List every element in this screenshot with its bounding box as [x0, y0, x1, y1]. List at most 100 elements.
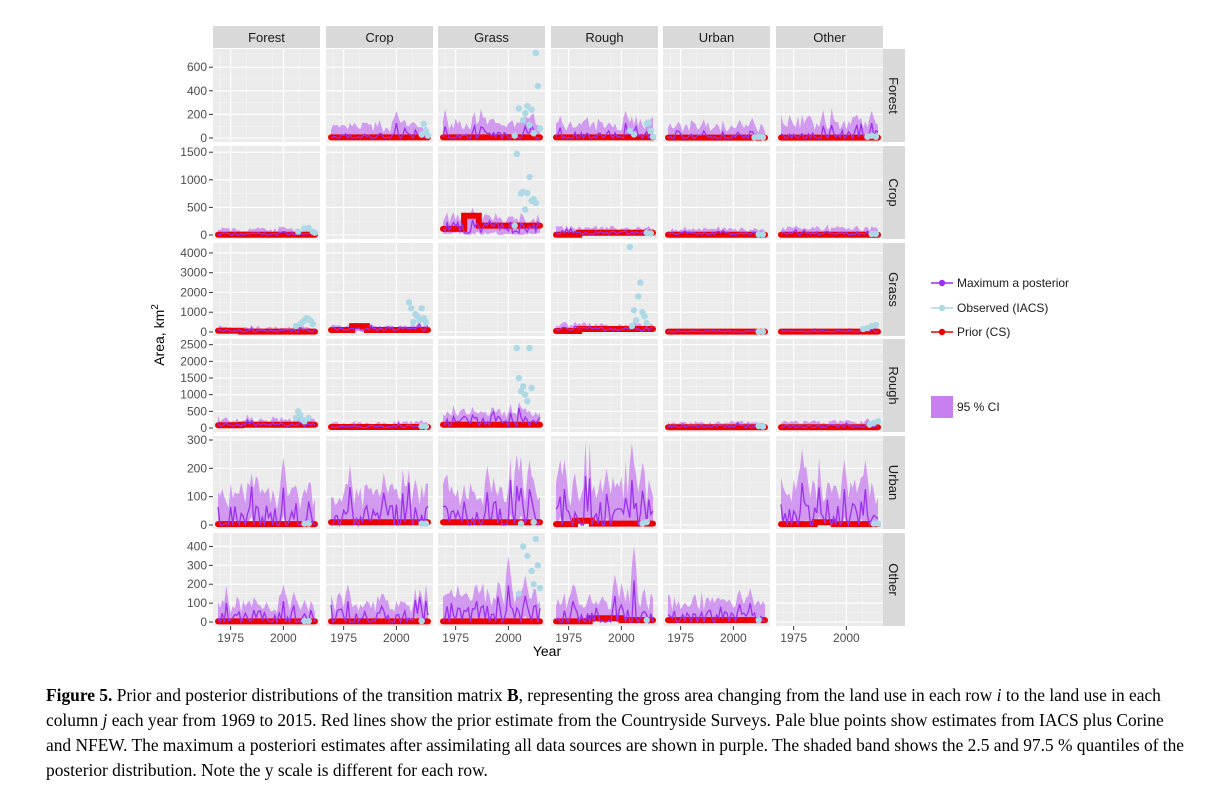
observed-point: [628, 322, 636, 330]
ci-band: [218, 457, 315, 525]
observed-point: [643, 518, 650, 526]
observed-point: [517, 520, 525, 527]
legend-label: Maximum a posterior: [957, 276, 1069, 290]
observed-point: [630, 307, 638, 314]
observed-point: [407, 305, 415, 312]
observed-point: [305, 224, 312, 232]
x-tick-label: 1975: [555, 631, 582, 645]
figure-caption: Figure 5. Prior and posterior distributi…: [46, 683, 1186, 783]
row-strip-label: Urban: [886, 465, 901, 500]
y-tick-label: 200: [187, 461, 207, 475]
y-tick-label: 100: [187, 490, 207, 504]
caption-row-var: i: [996, 685, 1002, 705]
observed-point: [647, 127, 655, 135]
map-line: [331, 482, 429, 528]
observed-point: [759, 134, 767, 141]
x-tick-label: 2000: [833, 631, 860, 645]
y-tick-label: 400: [187, 539, 207, 553]
observed-point: [872, 230, 880, 238]
map-line: [667, 229, 766, 236]
observed-point: [420, 120, 427, 128]
row-strip: [881, 436, 905, 529]
observed-point: [536, 125, 544, 132]
map-line: [667, 421, 766, 429]
y-tick-label: 300: [187, 558, 207, 572]
legend-key-point: [938, 304, 946, 312]
observed-point: [630, 131, 638, 138]
legend-band-key: [931, 396, 953, 418]
x-axis-title: Year: [533, 643, 562, 659]
observed-point: [522, 206, 529, 213]
observed-point: [872, 133, 880, 141]
x-tick-label: 2000: [608, 631, 635, 645]
y-tick-label: 1000: [180, 305, 207, 319]
x-tick-label: 2000: [383, 631, 410, 645]
ci-band: [668, 117, 765, 138]
map-line: [217, 486, 316, 528]
map-line: [442, 122, 540, 140]
caption-part-4: each year from 1969 to 2015. Red lines s…: [46, 710, 1185, 780]
map-line: [330, 122, 429, 140]
observed-point: [524, 189, 531, 197]
legend-band-label: 95 % CI: [957, 400, 1000, 414]
observed-point: [755, 616, 762, 624]
observed-point: [422, 520, 430, 527]
map-line: [442, 585, 541, 624]
observed-point: [530, 518, 537, 526]
column-strip: [213, 26, 320, 48]
observed-point: [645, 119, 652, 126]
observed-point: [647, 230, 655, 237]
y-tick-label: 3000: [180, 266, 207, 280]
x-tick-label: 1975: [667, 631, 694, 645]
observed-point: [872, 321, 880, 329]
y-tick-label: 500: [187, 200, 207, 214]
observed-point: [526, 173, 533, 181]
observed-point: [536, 584, 544, 592]
observed-point: [519, 117, 527, 124]
x-tick-label: 2000: [720, 631, 747, 645]
row-strip-label: Forest: [886, 77, 901, 114]
map-line: [780, 421, 879, 429]
observed-point: [405, 299, 413, 306]
observed-point: [643, 319, 650, 327]
observed-point: [641, 312, 648, 320]
observed-point: [626, 243, 634, 251]
observed-point: [532, 49, 539, 57]
observed-point: [530, 130, 537, 137]
map-line: [217, 325, 316, 333]
panel-background: [213, 146, 320, 239]
observed-point: [874, 520, 882, 527]
y-tick-label: 0: [200, 228, 207, 242]
legend-key-point: [938, 328, 946, 336]
column-strip-label: Urban: [699, 30, 734, 45]
row-strip-label: Grass: [886, 272, 901, 307]
observed-point: [632, 316, 640, 324]
observed-point: [524, 552, 531, 560]
observed-point: [759, 423, 767, 430]
y-tick-label: 1000: [180, 173, 207, 187]
observed-point: [305, 414, 312, 422]
row-strip: [881, 243, 905, 336]
column-strip-label: Other: [813, 30, 846, 45]
observed-point: [524, 398, 531, 405]
y-tick-label: 600: [187, 60, 207, 74]
y-tick-label: 100: [187, 596, 207, 610]
map-line: [555, 580, 654, 625]
row-strip: [881, 533, 905, 626]
ci-band: [668, 588, 765, 622]
column-strip-label: Rough: [585, 30, 623, 45]
ci-band: [218, 584, 315, 622]
x-tick-label: 2000: [495, 631, 522, 645]
observed-point: [635, 293, 642, 300]
observed-point: [522, 110, 529, 117]
y-tick-label: 4000: [180, 246, 207, 260]
map-line: [780, 122, 879, 140]
observed-point: [526, 344, 533, 352]
ci-band: [443, 108, 540, 138]
panel-background: [326, 146, 433, 239]
row-strip-label: Other: [886, 563, 901, 596]
observed-point: [532, 535, 539, 543]
caption-part-3: to the land use in each column: [46, 685, 1161, 730]
observed-point: [534, 82, 542, 90]
ci-band: [443, 555, 540, 622]
